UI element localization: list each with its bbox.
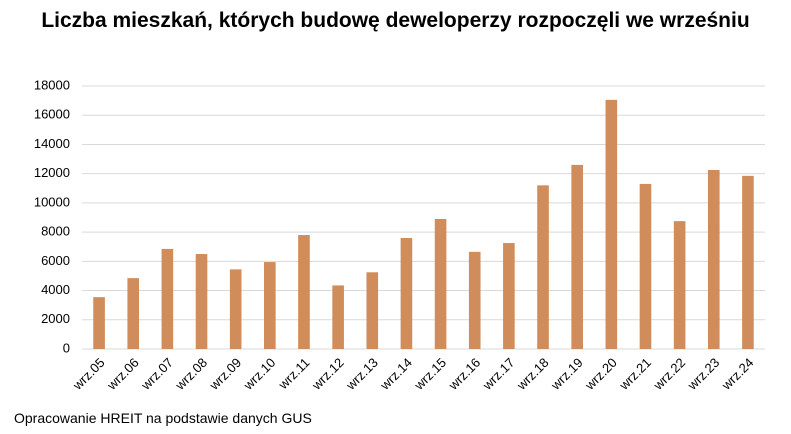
- bar: [571, 164, 583, 349]
- y-tick-label: 2000: [41, 311, 70, 326]
- x-tick-label: wrz.09: [206, 355, 244, 393]
- x-tick-label: wrz.10: [240, 355, 278, 393]
- bar: [742, 175, 754, 349]
- bar: [264, 262, 276, 349]
- bar: [537, 185, 549, 349]
- y-tick-label: 12000: [34, 165, 70, 180]
- bar: [400, 237, 413, 349]
- x-tick-label: wrz.07: [138, 355, 176, 393]
- bar: [161, 248, 174, 349]
- bar: [468, 251, 481, 349]
- x-tick-label: wrz.11: [275, 355, 313, 393]
- source-note: Opracowanie HREIT na podstawie danych GU…: [14, 410, 312, 426]
- bar: [434, 218, 447, 349]
- x-tick-label: wrz.20: [581, 355, 619, 393]
- chart-title: Liczba mieszkań, których budowę dewelope…: [41, 9, 750, 32]
- x-tick-label: wrz.17: [479, 355, 517, 393]
- bar: [93, 297, 105, 349]
- x-tick-label: wrz.13: [342, 355, 380, 393]
- x-tick-label: wrz.08: [172, 355, 210, 393]
- x-tick-label: wrz.05: [69, 355, 107, 393]
- x-tick-label: wrz.12: [308, 355, 346, 393]
- y-tick-label: 0: [63, 340, 70, 355]
- x-tick-label: wrz.18: [513, 355, 551, 393]
- x-tick-label: wrz.06: [103, 355, 141, 393]
- y-tick-label: 4000: [41, 282, 70, 297]
- bar: [366, 272, 379, 349]
- bar: [332, 285, 344, 349]
- x-tick-label: wrz.23: [684, 355, 722, 393]
- y-tick-label: 8000: [41, 224, 70, 239]
- x-tick-label: wrz.21: [616, 355, 654, 393]
- bar: [127, 278, 140, 349]
- bar: [229, 269, 242, 349]
- bar: [639, 183, 652, 349]
- x-tick-label: wrz.14: [377, 355, 415, 393]
- y-tick-label: 10000: [34, 194, 70, 209]
- x-tick-label: wrz.15: [411, 355, 449, 393]
- bar: [673, 221, 686, 349]
- x-tick-label: wrz.22: [650, 355, 688, 393]
- bar: [605, 99, 618, 349]
- y-tick-label: 18000: [34, 77, 70, 92]
- bar: [298, 235, 310, 349]
- bar: [195, 254, 208, 349]
- bar: [707, 170, 720, 349]
- x-tick-label: wrz.16: [445, 355, 483, 393]
- bar: [503, 243, 515, 349]
- x-tick-label: wrz.24: [718, 355, 756, 393]
- y-tick-label: 14000: [34, 136, 70, 151]
- y-tick-label: 6000: [41, 253, 70, 268]
- x-tick-label: wrz.19: [547, 355, 585, 393]
- y-tick-label: 16000: [34, 107, 70, 122]
